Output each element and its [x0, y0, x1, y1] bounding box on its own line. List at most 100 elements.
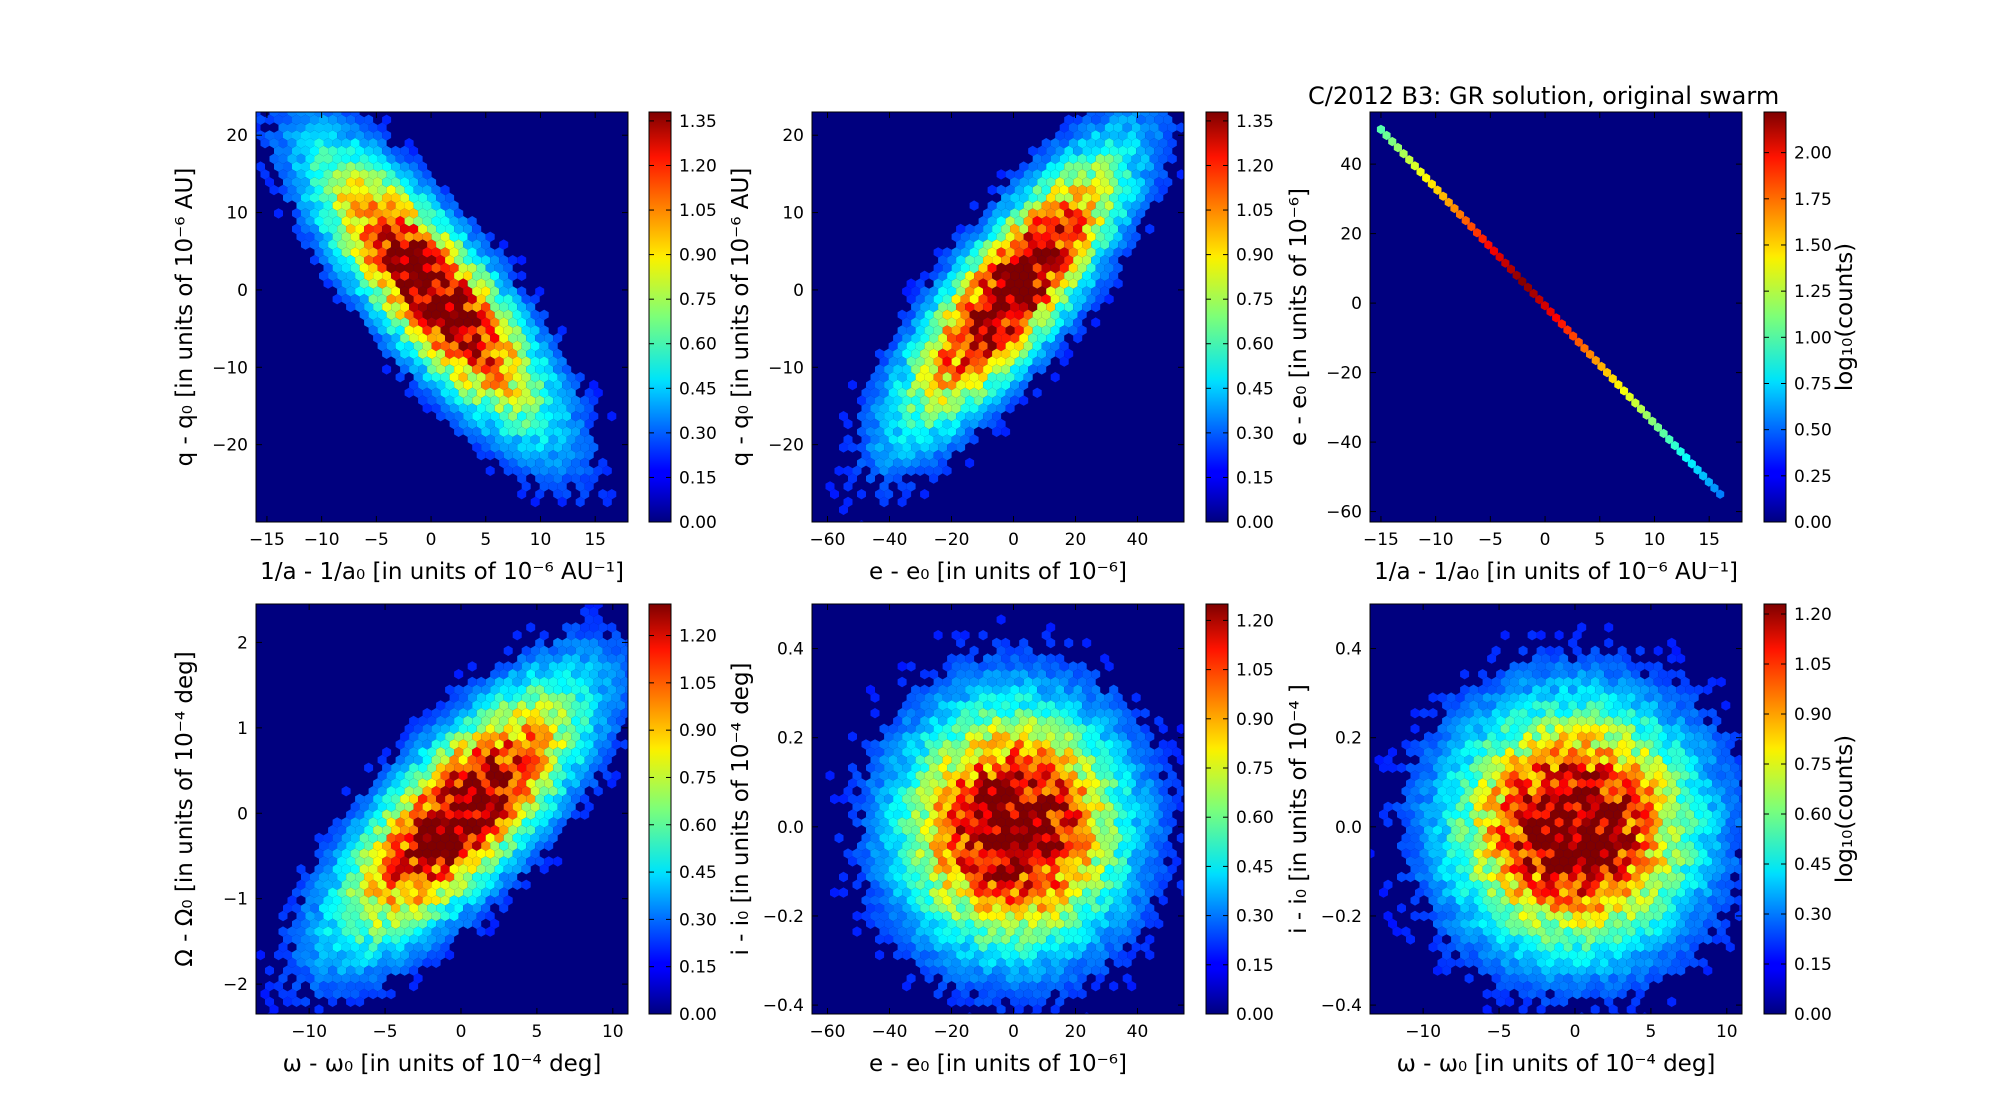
- y-tick-label: −20: [768, 436, 804, 456]
- x-tick-label: 20: [1065, 1022, 1087, 1042]
- y-tick-label: −10: [212, 358, 248, 378]
- x-tick-label: −10: [304, 530, 340, 550]
- colorbar-tick-label: 0.00: [1236, 513, 1274, 533]
- x-tick-label: 15: [584, 530, 606, 550]
- y-tick-label: −0.2: [763, 907, 804, 927]
- colorbar-tick-label: 0.90: [1236, 710, 1274, 730]
- colorbar-tick-label: 0.90: [1236, 246, 1274, 266]
- colorbar-tick-label: 0.75: [1236, 290, 1274, 310]
- colorbar-tick-label: 0.60: [1236, 335, 1274, 355]
- y-tick-label: 0.4: [777, 640, 804, 660]
- y-tick-label: 20: [782, 126, 804, 146]
- colorbar-tick-label: 0.60: [679, 816, 717, 836]
- colorbar-tick-label: 1.75: [1794, 190, 1832, 210]
- y-tick-label: 0: [793, 281, 804, 301]
- colorbar-tick-label: 1.05: [1236, 661, 1274, 681]
- colorbar-tick-label: 0.30: [679, 424, 717, 444]
- colorbar-tick-label: 0.75: [679, 768, 717, 788]
- x-tick-label: 15: [1698, 530, 1720, 550]
- colorbar-tick-label: 0.15: [1236, 468, 1274, 488]
- y-tick-label: 10: [782, 204, 804, 224]
- y-tick-label: 0: [1351, 294, 1362, 314]
- colorbar: [1206, 604, 1228, 1014]
- colorbar-tick-label: 0.15: [679, 958, 717, 978]
- x-tick-label: 10: [1644, 530, 1666, 550]
- colorbar-tick-label: 0.90: [679, 246, 717, 266]
- x-tick-label: 10: [602, 1022, 624, 1042]
- x-tick-label: −5: [373, 1022, 398, 1042]
- colorbar-tick-label: 2.00: [1794, 144, 1832, 164]
- x-tick-label: 0: [1008, 1022, 1019, 1042]
- y-axis-label: Ω - Ω₀ [in units of 10⁻⁴ deg]: [172, 651, 198, 966]
- x-tick-label: −60: [810, 530, 846, 550]
- y-axis-label: i - i₀ [in units of 10⁻⁴ deg]: [728, 662, 754, 955]
- y-axis-label: q - q₀ [in units of 10⁻⁶ AU]: [172, 168, 198, 467]
- colorbar-tick-label: 0.45: [1236, 379, 1274, 399]
- colorbar-tick-label: 0.30: [1236, 424, 1274, 444]
- colorbar-tick-label: 0.45: [679, 379, 717, 399]
- y-tick-label: 20: [226, 126, 248, 146]
- colorbar-tick-label: 0.60: [1236, 808, 1274, 828]
- figure-title: C/2012 B3: GR solution, original swarm: [1308, 82, 1779, 110]
- y-tick-label: −20: [212, 436, 248, 456]
- x-axis-label: ω - ω₀ [in units of 10⁻⁴ deg]: [283, 1051, 602, 1077]
- x-tick-label: 40: [1127, 530, 1149, 550]
- y-tick-label: −40: [1326, 433, 1362, 453]
- colorbar: [649, 604, 671, 1014]
- y-tick-label: −2: [223, 975, 248, 995]
- colorbar-tick-label: 0.90: [679, 721, 717, 741]
- colorbar-tick-label: 1.20: [1236, 611, 1274, 631]
- x-axis-label: e - e₀ [in units of 10⁻⁶]: [869, 1051, 1127, 1077]
- colorbar-tick-label: 0.45: [679, 863, 717, 883]
- colorbar-tick-label: 1.20: [679, 156, 717, 176]
- x-axis-label: 1/a - 1/a₀ [in units of 10⁻⁶ AU⁻¹]: [1374, 559, 1738, 585]
- x-tick-label: 10: [530, 530, 552, 550]
- x-tick-label: −5: [364, 530, 389, 550]
- colorbar: [1206, 112, 1228, 522]
- y-tick-label: −10: [768, 358, 804, 378]
- colorbar-tick-label: 0.00: [679, 513, 717, 533]
- y-tick-label: 10: [226, 204, 248, 224]
- y-tick-label: 0.0: [777, 818, 804, 838]
- colorbar-tick-label: 1.20: [1236, 156, 1274, 176]
- colorbar-tick-label: 1.35: [679, 112, 717, 132]
- x-tick-label: −10: [291, 1022, 327, 1042]
- y-tick-label: 0.2: [777, 729, 804, 749]
- colorbar-tick-label: 0.75: [1794, 374, 1832, 394]
- x-tick-label: 0: [1540, 530, 1551, 550]
- colorbar-tick-label: 1.50: [1794, 236, 1832, 256]
- x-tick-label: −60: [810, 1022, 846, 1042]
- x-tick-label: −20: [934, 1022, 970, 1042]
- y-tick-label: −20: [1326, 364, 1362, 384]
- colorbar-tick-label: 0.00: [1794, 513, 1832, 533]
- colorbar: [1764, 112, 1786, 522]
- y-tick-label: 1: [237, 719, 248, 739]
- x-axis-label: e - e₀ [in units of 10⁻⁶]: [869, 559, 1127, 585]
- x-tick-label: 0: [1008, 530, 1019, 550]
- y-tick-label: −60: [1326, 503, 1362, 523]
- colorbar-tick-label: 0.15: [1236, 956, 1274, 976]
- x-tick-label: −10: [1418, 530, 1454, 550]
- colorbar-tick-label: 0.25: [1794, 467, 1832, 487]
- y-axis-label: e - e₀ [in units of 10⁻⁶]: [1286, 188, 1312, 446]
- colorbar-tick-label: 0.60: [679, 335, 717, 355]
- colorbar-tick-label: 0.75: [1236, 759, 1274, 779]
- x-tick-label: −20: [934, 530, 970, 550]
- colorbar-tick-label: 1.05: [1236, 201, 1274, 221]
- x-tick-label: 0: [426, 530, 437, 550]
- colorbar-tick-label: 0.75: [679, 290, 717, 310]
- colorbar-tick-label: 1.05: [679, 674, 717, 694]
- x-tick-label: −40: [872, 1022, 908, 1042]
- x-axis-label: 1/a - 1/a₀ [in units of 10⁻⁶ AU⁻¹]: [260, 559, 624, 585]
- colorbar-tick-label: 1.05: [679, 201, 717, 221]
- x-tick-label: 5: [531, 1022, 542, 1042]
- x-tick-label: −15: [249, 530, 285, 550]
- x-tick-label: −15: [1363, 530, 1399, 550]
- y-axis-label: q - q₀ [in units of 10⁻⁶ AU]: [728, 168, 754, 467]
- y-tick-label: 0: [237, 804, 248, 824]
